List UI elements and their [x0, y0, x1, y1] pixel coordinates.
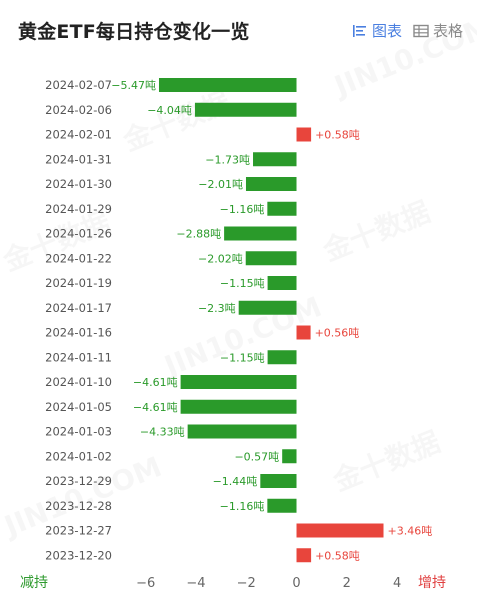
x-tick-label: −4	[186, 576, 205, 591]
category-label: 2024-01-02	[45, 449, 112, 463]
value-label: −1.15吨	[220, 351, 265, 364]
decrease-bar	[253, 152, 297, 167]
value-label: −0.57吨	[234, 450, 279, 463]
x-tick-label: 2	[343, 576, 351, 591]
x-tick-label: −2	[237, 576, 256, 591]
category-label: 2024-01-10	[45, 375, 112, 389]
value-label: −5.47吨	[111, 79, 156, 92]
tab-chart[interactable]: 图表	[352, 20, 402, 41]
category-label: 2024-01-31	[45, 152, 112, 166]
value-label: −2.02吨	[198, 252, 243, 265]
decrease-bar	[260, 474, 297, 488]
decrease-bar	[187, 424, 297, 439]
bar-chart-icon	[353, 24, 366, 37]
tab-table-label: 表格	[433, 22, 464, 40]
value-label: −4.61吨	[133, 376, 178, 389]
value-label: −2.01吨	[198, 178, 243, 191]
value-label: +0.56吨	[315, 327, 360, 340]
category-label: 2024-01-03	[45, 425, 112, 439]
value-label: +3.46吨	[388, 525, 433, 538]
decrease-bar	[180, 375, 297, 389]
category-label: 2023-12-20	[45, 548, 112, 562]
tab-chart-label: 图表	[372, 22, 403, 40]
category-label: 2024-01-30	[45, 177, 112, 191]
category-label: 2024-01-11	[45, 350, 112, 364]
increase-bar	[296, 548, 312, 563]
value-label: −1.44吨	[213, 475, 258, 488]
increase-bar	[296, 127, 312, 142]
category-label: 2023-12-28	[45, 499, 112, 513]
decrease-bar	[245, 177, 297, 191]
value-label: −1.15吨	[220, 277, 265, 290]
increase-bar	[296, 523, 384, 538]
x-tick-label: −6	[136, 576, 155, 591]
value-label: −2.3吨	[198, 302, 236, 315]
value-label: −1.73吨	[205, 153, 250, 166]
value-label: +0.58吨	[315, 549, 360, 562]
category-label: 2024-01-22	[45, 251, 112, 265]
category-label: 2024-02-07	[45, 78, 112, 92]
decrease-bar	[267, 276, 297, 290]
decrease-bar	[282, 449, 297, 464]
page-title: 黄金ETF每日持仓变化一览	[18, 21, 250, 43]
increase-bar	[296, 325, 311, 340]
decrease-bar	[267, 201, 297, 216]
decrease-bar	[238, 300, 297, 315]
decrease-bar	[158, 78, 297, 92]
decrease-bar	[267, 498, 297, 513]
value-label: −1.16吨	[220, 203, 265, 216]
decrease-bar	[245, 251, 297, 266]
tab-table[interactable]: 表格	[413, 20, 463, 41]
category-label: 2024-01-17	[45, 301, 112, 315]
category-label: 2024-01-26	[45, 227, 112, 241]
value-label: −2.88吨	[176, 228, 221, 241]
category-label: 2024-01-16	[45, 326, 112, 340]
header: 黄金ETF每日持仓变化一览 图表 表格	[0, 0, 477, 60]
category-label: 2024-01-29	[45, 202, 112, 216]
category-label: 2024-01-05	[45, 400, 112, 414]
category-label: 2023-12-27	[45, 524, 112, 538]
category-label: 2023-12-29	[45, 474, 112, 488]
category-label: 2024-01-19	[45, 276, 112, 290]
value-label: −4.33吨	[140, 426, 185, 439]
x-tick-label: 4	[393, 576, 401, 591]
value-label: −4.61吨	[133, 401, 178, 414]
decrease-bar	[267, 350, 297, 365]
value-label: +0.58吨	[315, 129, 360, 142]
decrease-legend-label: 减持	[20, 575, 48, 591]
table-icon	[413, 24, 429, 37]
x-tick-label: 0	[292, 576, 300, 591]
decrease-bar	[224, 226, 297, 241]
decrease-bar	[194, 102, 297, 117]
category-label: 2024-02-01	[45, 128, 112, 142]
category-label: 2024-02-06	[45, 103, 112, 117]
value-label: −4.04吨	[147, 104, 192, 117]
increase-legend-label: 增持	[418, 575, 446, 591]
decrease-bar	[180, 399, 297, 414]
value-label: −1.16吨	[220, 500, 265, 513]
